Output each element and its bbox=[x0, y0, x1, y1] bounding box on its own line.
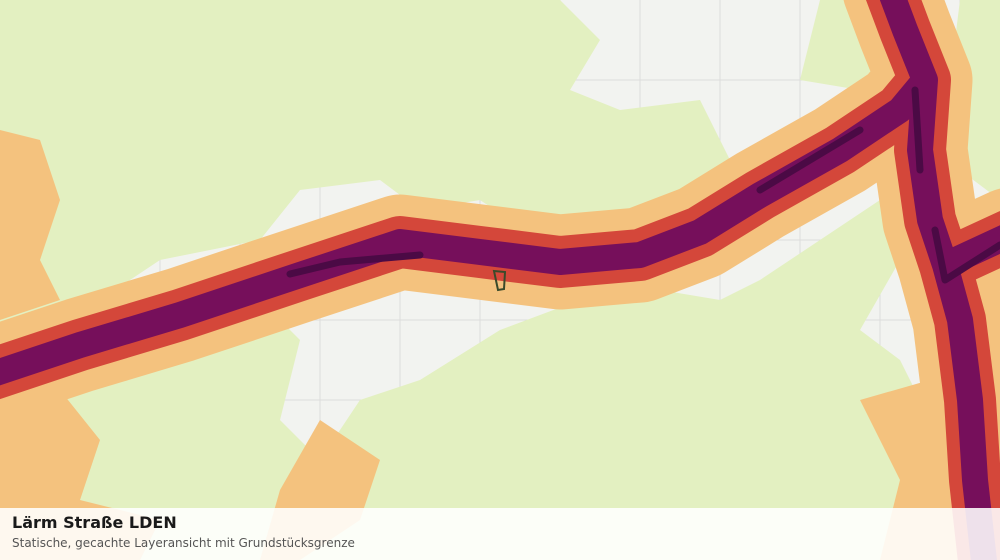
legend-panel: Lärm Straße LDEN Statische, gecachte Lay… bbox=[0, 508, 1000, 560]
parcel-boundary bbox=[492, 269, 507, 292]
layer-title: Lärm Straße LDEN bbox=[12, 513, 177, 532]
layer-subtitle: Statische, gecachte Layeransicht mit Gru… bbox=[12, 536, 355, 550]
noise-band-dark bbox=[286, 86, 1000, 284]
